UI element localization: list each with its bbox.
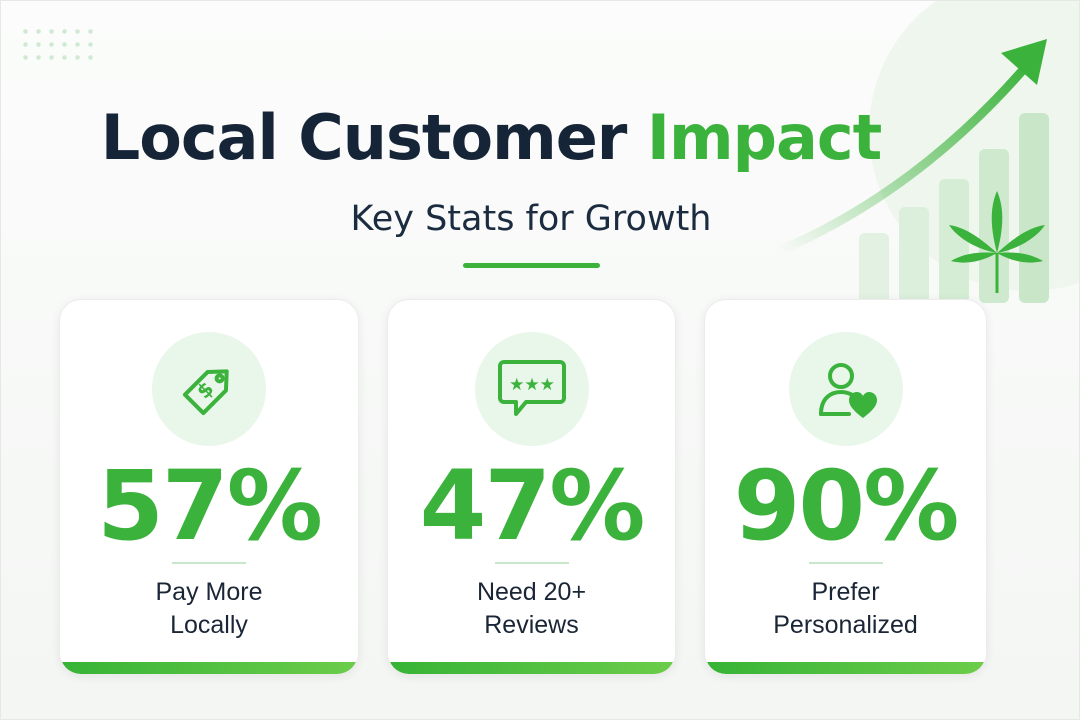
card-accent-bar xyxy=(388,662,675,674)
divider xyxy=(494,562,569,564)
stat-label: Prefer Personalized xyxy=(705,576,986,642)
leaf-icon xyxy=(949,191,1045,293)
stat-label: Pay More Locally xyxy=(60,576,358,642)
divider xyxy=(808,562,883,564)
icon-circle: ★★★ xyxy=(474,332,589,446)
growth-decoration xyxy=(779,1,1079,303)
stat-card-reviews: ★★★ 47% Need 20+ Reviews xyxy=(387,299,676,675)
stat-label-line: Locally xyxy=(170,611,248,639)
stat-label-line: Personalized xyxy=(773,611,918,639)
page-subtitle: Key Stats for Growth xyxy=(350,199,712,239)
card-accent-bar xyxy=(705,662,986,674)
price-tag-icon: $ xyxy=(182,369,229,416)
growth-bar-icon xyxy=(859,233,889,303)
divider xyxy=(172,562,246,564)
icon-circle: $ xyxy=(152,332,266,446)
star-icon: ★★★ xyxy=(509,375,555,395)
stat-label-line: Need 20+ xyxy=(476,578,587,606)
stat-card-personalized: 90% Prefer Personalized xyxy=(704,299,987,675)
title-accent: Impact xyxy=(646,101,882,174)
rating-bubble-icon: ★★★ xyxy=(497,360,566,416)
trend-arrow-icon xyxy=(779,58,1034,256)
stat-label-line: Reviews xyxy=(484,611,579,639)
growth-bar-icon xyxy=(899,207,929,303)
decorative-dots xyxy=(19,25,99,65)
stat-value: 90% xyxy=(733,450,960,562)
user-heart-icon xyxy=(818,363,877,418)
growth-bar-icon xyxy=(939,179,969,303)
arrow-head-icon xyxy=(1001,39,1047,85)
title-underline xyxy=(463,263,600,268)
stat-label-line: Pay More xyxy=(155,578,263,606)
page-title: Local Customer Impact xyxy=(1,101,981,174)
stat-value: 47% xyxy=(419,450,646,562)
card-accent-bar xyxy=(60,662,358,674)
stat-card-pay-more: $ 57% Pay More Locally xyxy=(59,299,359,675)
stat-value: 57% xyxy=(97,450,323,562)
stat-label: Need 20+ Reviews xyxy=(388,576,675,642)
icon-circle xyxy=(788,332,903,446)
stat-label-line: Prefer xyxy=(811,578,880,606)
title-main: Local Customer xyxy=(100,101,628,174)
